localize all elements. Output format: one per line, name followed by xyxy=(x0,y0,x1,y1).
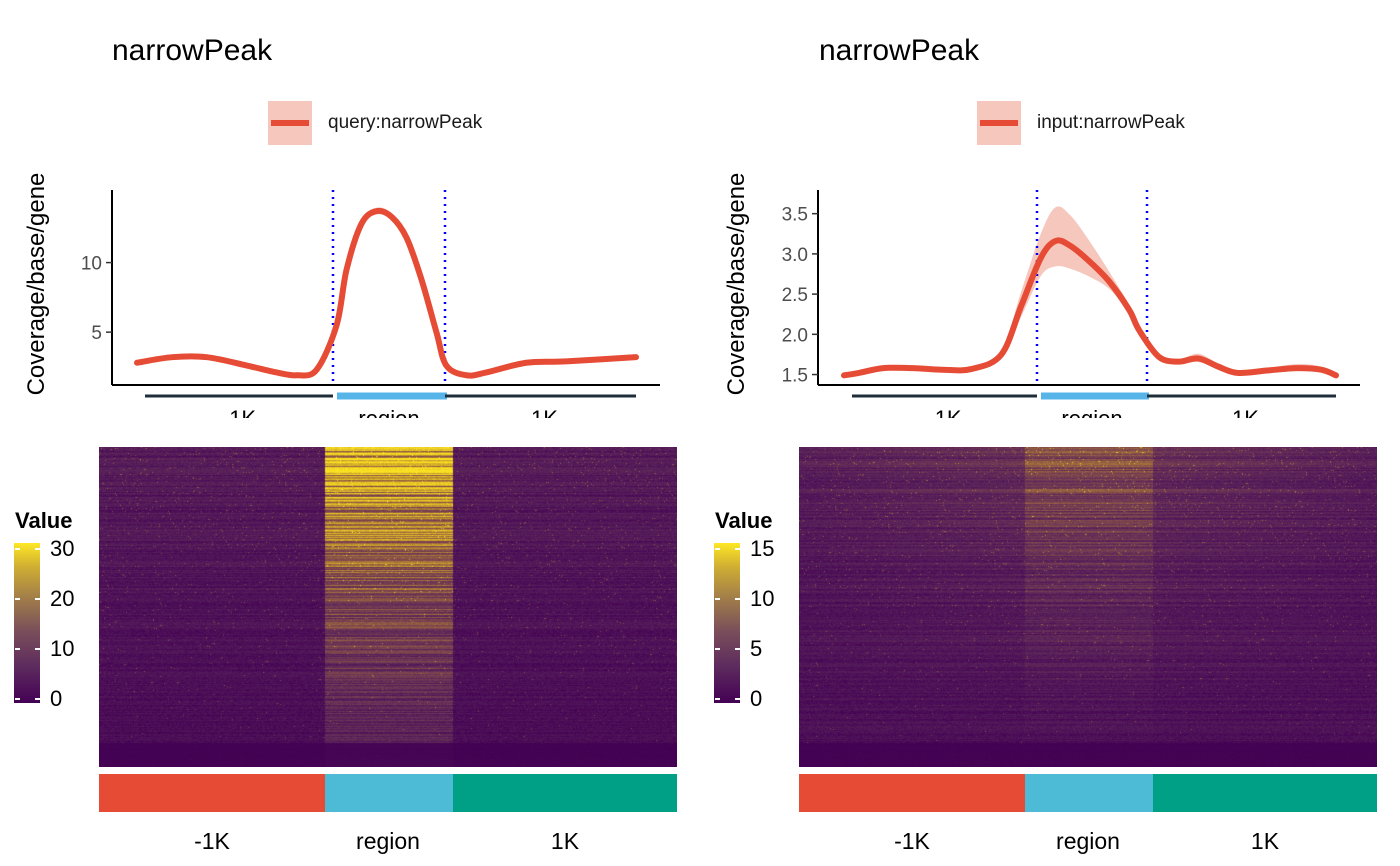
y-tick-label: 5 xyxy=(91,323,102,344)
colorbar-tick: 10 xyxy=(750,586,775,611)
right-panel: narrowPeak input:narrowPeak Coverage/bas… xyxy=(700,0,1400,866)
profile-x-label: -1K xyxy=(927,406,962,431)
colorbar xyxy=(714,543,740,703)
legend-key xyxy=(268,101,312,145)
left-panel: narrowPeak query:narrowPeak Coverage/bas… xyxy=(14,34,677,854)
y-tick-label: 10 xyxy=(81,254,102,275)
profile-x-label: region xyxy=(358,406,419,431)
colorbar-title: Value xyxy=(15,508,73,533)
legend: input:narrowPeak xyxy=(977,100,1185,146)
downstream-segment xyxy=(1153,774,1377,812)
series-line xyxy=(841,237,1339,379)
legend-label: input:narrowPeak xyxy=(1037,112,1185,133)
y-tick-label: 2.5 xyxy=(782,285,808,306)
heatmap xyxy=(99,447,677,767)
annotation-bar xyxy=(99,774,677,812)
confidence-ribbon xyxy=(844,206,1336,376)
x-tick-label: 1K xyxy=(1250,828,1280,854)
x-tick-label: -1K xyxy=(894,828,930,854)
legend-key xyxy=(977,101,1021,145)
x-tick-label: region xyxy=(356,828,420,854)
x-tick-label: 1K xyxy=(550,828,580,854)
region-segment xyxy=(1025,774,1153,812)
profile-x-label: 1K xyxy=(531,406,558,431)
y-tick-label: 3.0 xyxy=(782,245,808,266)
profile-x-label: region xyxy=(1061,406,1122,431)
heatmap xyxy=(799,447,1377,767)
colorbar-tick: 5 xyxy=(750,636,763,661)
annotation-bar xyxy=(799,774,1377,812)
y-tick-label: 2.0 xyxy=(782,325,808,346)
profile-chart: 5 10 -1K region 1K xyxy=(81,190,660,431)
region-segment xyxy=(325,774,453,812)
upstream-segment xyxy=(99,774,325,812)
colorbar-tick: 10 xyxy=(50,636,75,661)
colorbar-tick: 0 xyxy=(50,686,63,711)
colorbar-tick: 30 xyxy=(50,536,75,561)
y-tick-label: 3.5 xyxy=(782,205,808,226)
profile-x-label: 1K xyxy=(1232,406,1259,431)
legend: query:narrowPeak xyxy=(268,100,482,146)
y-tick-label: 1.5 xyxy=(782,366,808,387)
colorbar-tick: 0 xyxy=(750,686,763,711)
downstream-segment xyxy=(453,774,677,812)
colorbar xyxy=(14,543,40,703)
confidence-ribbon xyxy=(137,207,636,376)
legend-label: query:narrowPeak xyxy=(328,112,483,133)
profile-x-label: -1K xyxy=(222,406,257,431)
profile-chart: 1.5 2.0 2.5 3.0 3.5 -1K region 1K xyxy=(782,190,1360,431)
colorbar-tick: 15 xyxy=(750,536,775,561)
plot-title: narrowPeak xyxy=(819,34,980,67)
series-line xyxy=(134,207,639,379)
plot-title: narrowPeak xyxy=(112,34,273,67)
colorbar-tick: 20 xyxy=(50,586,75,611)
colorbar-title: Value xyxy=(715,508,773,533)
upstream-segment xyxy=(799,774,1025,812)
x-tick-label: -1K xyxy=(194,828,230,854)
x-tick-label: region xyxy=(1056,828,1120,854)
